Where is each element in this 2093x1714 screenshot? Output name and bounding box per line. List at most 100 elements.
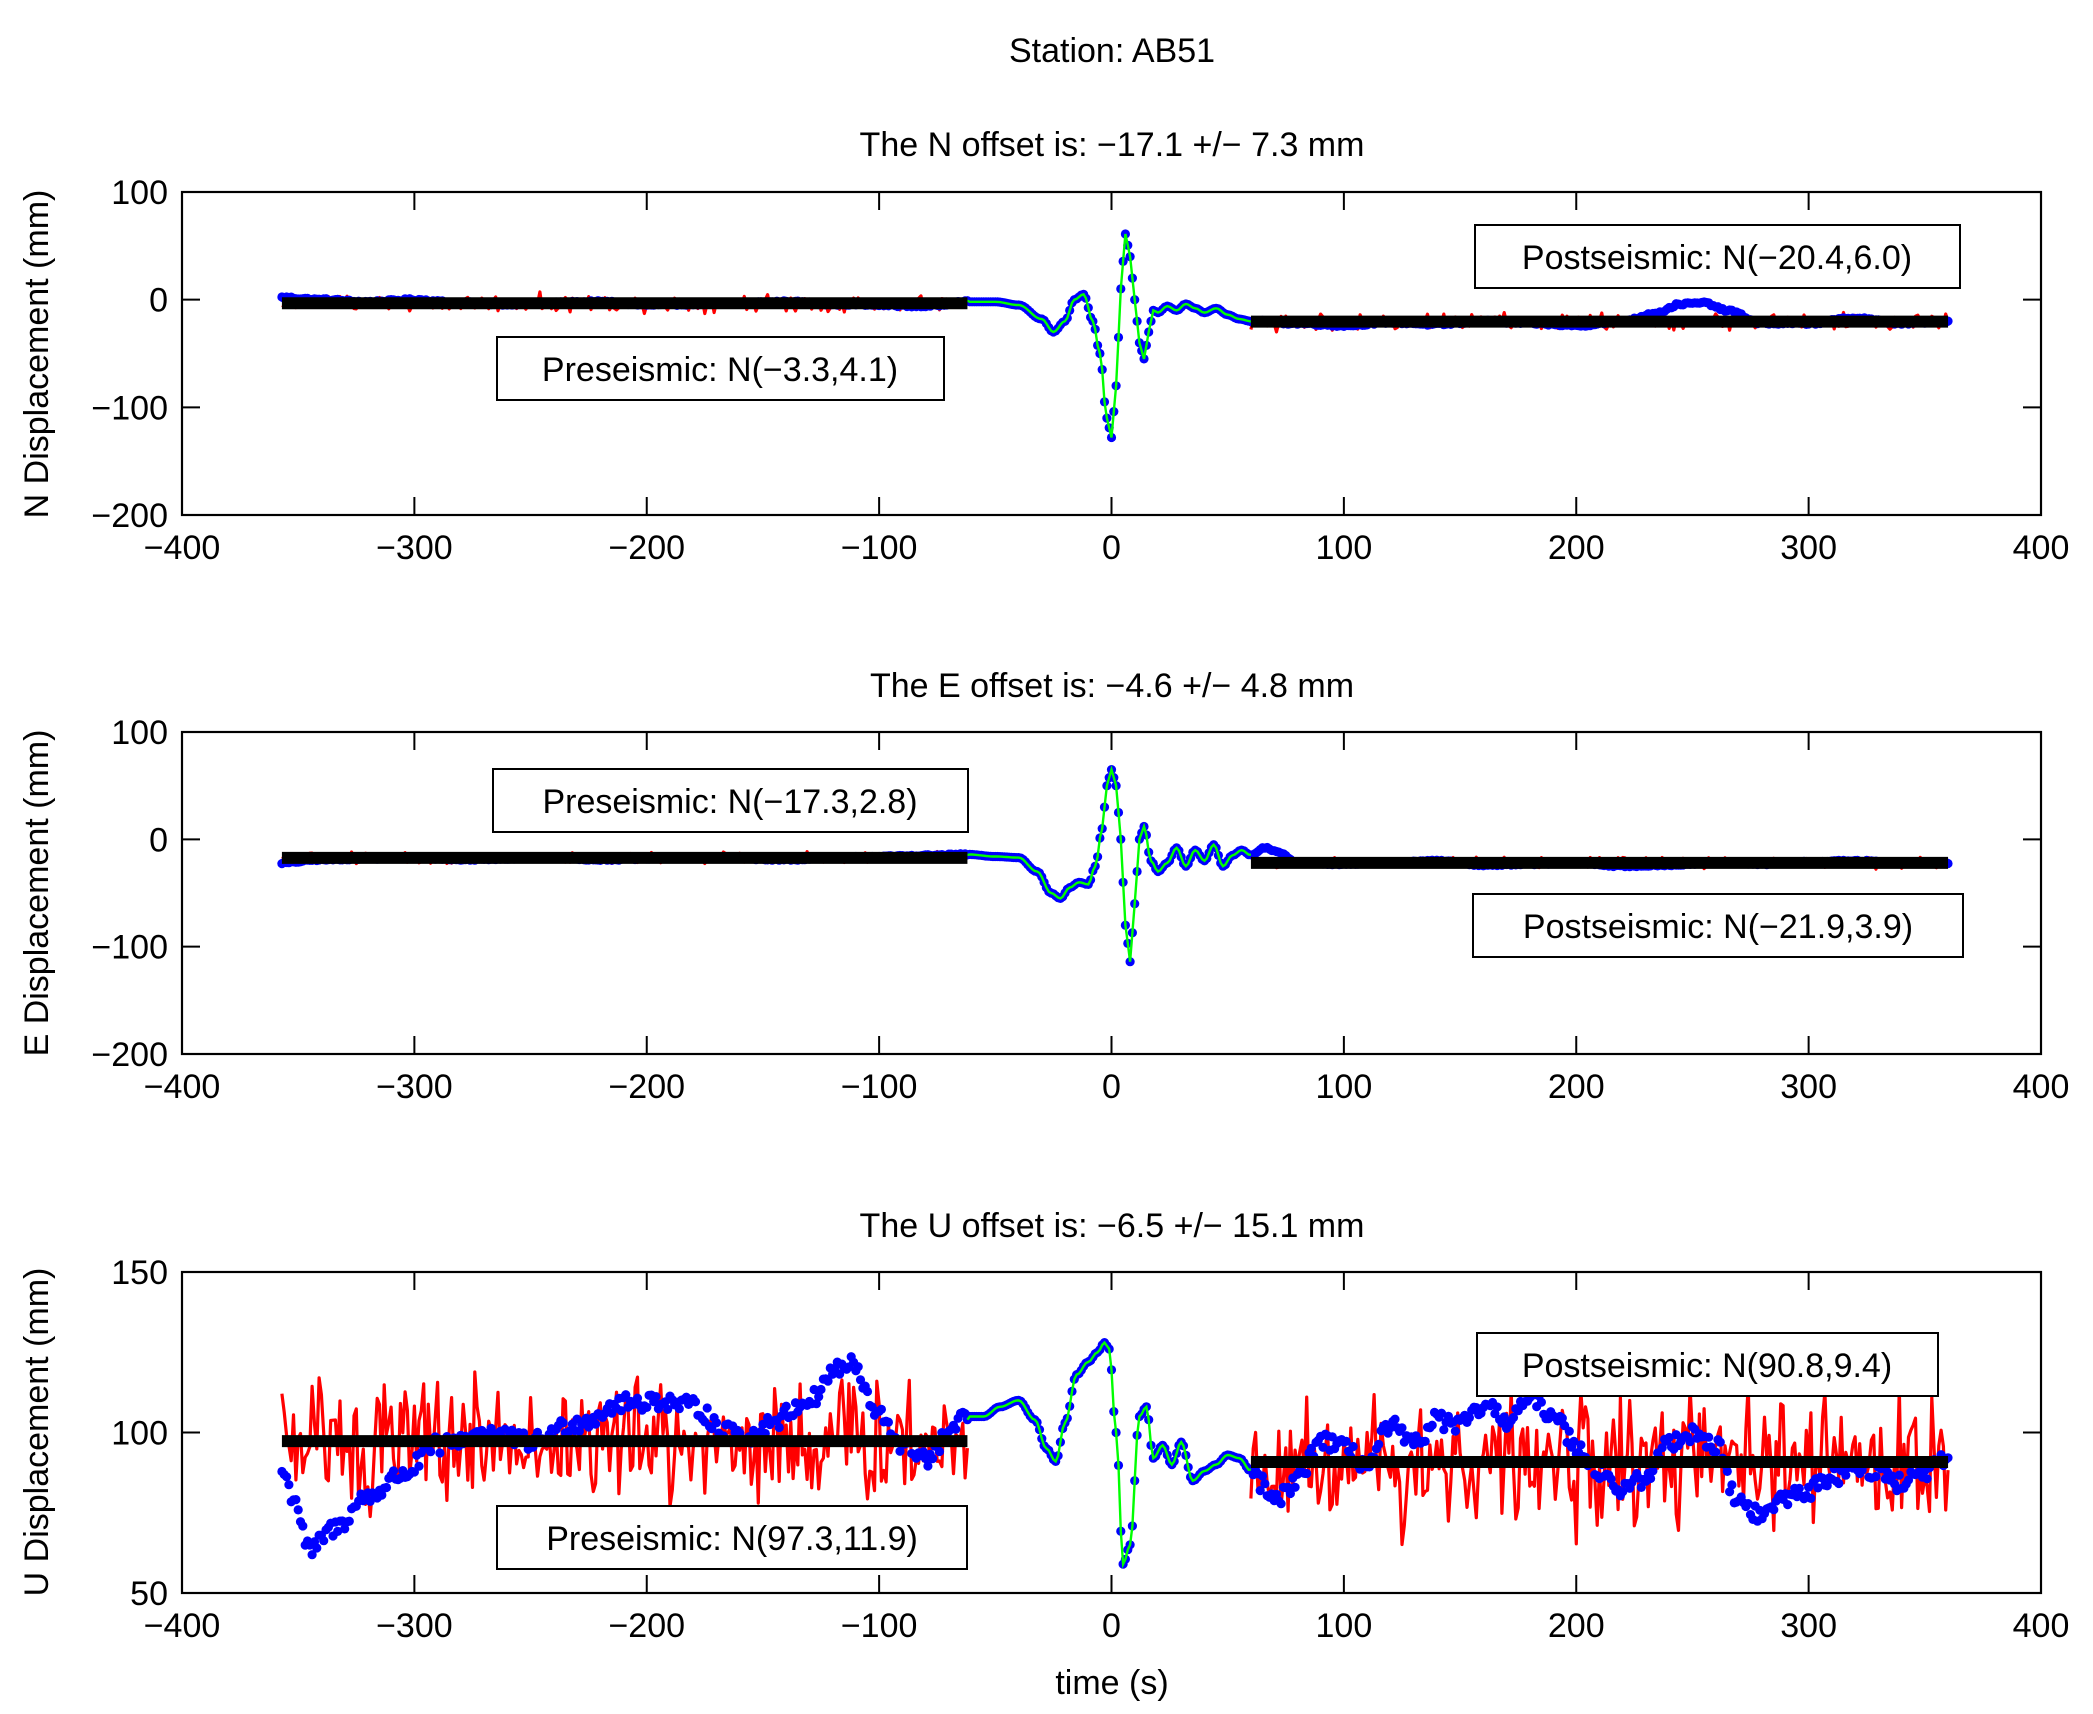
- x-tick-label-u: 0: [1102, 1607, 1121, 1645]
- data-point: [1794, 1483, 1804, 1493]
- data-point: [1769, 1505, 1779, 1515]
- data-point: [923, 1461, 933, 1471]
- data-point: [1341, 1436, 1351, 1446]
- data-point: [1576, 1440, 1586, 1450]
- x-axis-label: time (s): [1055, 1664, 1168, 1702]
- data-point: [774, 1422, 784, 1433]
- data-point: [1722, 1466, 1732, 1476]
- data-point: [1499, 1412, 1509, 1422]
- x-tick-label-e: 0: [1102, 1068, 1121, 1106]
- data-point: [291, 1495, 301, 1505]
- data-point: [663, 1404, 673, 1414]
- data-point: [876, 1404, 887, 1414]
- data-point: [616, 1406, 626, 1416]
- data-point: [1657, 1443, 1667, 1453]
- x-tick-label-n: −100: [841, 529, 918, 567]
- postseismic-box-n: [1474, 224, 1961, 289]
- preseismic-box-u: [496, 1505, 968, 1570]
- data-point: [1348, 1441, 1358, 1452]
- data-point: [1818, 1473, 1828, 1483]
- data-point: [928, 1454, 938, 1464]
- data-point: [1260, 1479, 1270, 1489]
- postseismic-box-e: [1472, 893, 1964, 958]
- panel-n-ylabel: N Displacement (mm): [18, 190, 56, 519]
- data-point: [1646, 1473, 1656, 1484]
- data-point: [862, 1386, 873, 1397]
- data-point: [1834, 1478, 1844, 1489]
- data-point: [632, 1393, 643, 1403]
- panel-e-title: The E offset is: −4.6 +/− 4.8 mm: [870, 667, 1354, 705]
- x-tick-label-u: 300: [1780, 1607, 1837, 1645]
- data-point: [1564, 1426, 1574, 1436]
- data-point: [1255, 1486, 1265, 1496]
- x-tick-label-n: 400: [2013, 529, 2070, 567]
- data-point: [1492, 1402, 1502, 1412]
- data-point: [284, 1480, 294, 1490]
- data-point: [1685, 1437, 1695, 1447]
- data-point: [1450, 1426, 1460, 1436]
- panel-u-title: The U offset is: −6.5 +/− 15.1 mm: [860, 1207, 1365, 1245]
- data-point: [312, 1543, 322, 1553]
- y-tick-label-n: −200: [91, 497, 168, 535]
- data-point: [1887, 1471, 1897, 1481]
- x-tick-label-u: 400: [2013, 1607, 2070, 1645]
- y-tick-label-u: 150: [111, 1254, 168, 1292]
- data-point: [435, 1448, 445, 1458]
- data-point: [823, 1376, 833, 1386]
- data-point: [1922, 1474, 1932, 1484]
- x-tick-label-n: −300: [376, 529, 453, 567]
- data-point: [1327, 1432, 1337, 1442]
- data-point: [895, 1446, 905, 1456]
- data-point: [711, 1418, 722, 1428]
- data-point: [642, 1402, 652, 1412]
- panel-e-ylabel: E Displacement (mm): [18, 730, 56, 1057]
- data-point: [1427, 1420, 1437, 1430]
- data-point: [307, 1550, 317, 1560]
- x-tick-label-e: 300: [1780, 1068, 1837, 1106]
- x-tick-label-u: 200: [1548, 1607, 1605, 1645]
- data-point: [934, 1446, 945, 1457]
- panel-e-plot-area: −400 −300 −200 −100 0 100 200 300 400 −200 −100 0 10…: [91, 714, 2069, 1106]
- panel-u: The U offset is: −6.5 +/− 15.1 mm U Disp…: [18, 1207, 2069, 1645]
- x-tick-label-u: 100: [1316, 1607, 1373, 1645]
- data-point: [1276, 1499, 1286, 1509]
- x-tick-label-e: −300: [376, 1068, 453, 1106]
- data-point: [1841, 1470, 1851, 1480]
- data-point: [1508, 1412, 1519, 1423]
- data-point: [811, 1399, 822, 1409]
- data-point: [1390, 1414, 1400, 1424]
- data-point: [1436, 1408, 1447, 1418]
- data-point: [1727, 1480, 1737, 1490]
- y-tick-label-e: −100: [91, 929, 168, 967]
- data-point: [333, 1526, 343, 1536]
- coseismic-line-u: [966, 1340, 1252, 1569]
- data-point: [1569, 1436, 1579, 1446]
- figure-title: Station: AB51: [1009, 32, 1215, 70]
- x-tick-label-e: −400: [144, 1068, 221, 1106]
- y-tick-label-e: 0: [149, 821, 168, 859]
- panel-u-ylabel: U Displacement (mm): [18, 1268, 56, 1597]
- y-tick-label-e: −200: [91, 1036, 168, 1074]
- data-point: [1420, 1436, 1430, 1446]
- data-point: [816, 1384, 826, 1395]
- y-tick-label-n: −100: [91, 389, 168, 427]
- data-point: [381, 1482, 392, 1493]
- data-point: [1618, 1487, 1628, 1497]
- data-point: [809, 1384, 819, 1395]
- x-tick-label-e: 400: [2013, 1068, 2070, 1106]
- data-point: [319, 1536, 329, 1546]
- data-point: [591, 1419, 601, 1429]
- data-point: [1648, 1466, 1658, 1476]
- data-point: [282, 1472, 292, 1482]
- x-tick-label-n: 300: [1780, 529, 1837, 567]
- data-point: [1290, 1482, 1300, 1492]
- data-point: [651, 1392, 661, 1402]
- preseismic-box-n: [496, 336, 945, 401]
- y-tick-label-n: 0: [149, 282, 168, 320]
- data-point: [690, 1397, 701, 1407]
- data-point: [1257, 1471, 1268, 1481]
- data-point: [340, 1524, 350, 1534]
- panel-u-plot-area: −400 −300 −200 −100 0 100 200 300 400 50 100 150: [111, 1254, 2069, 1645]
- data-point: [781, 1401, 791, 1411]
- preseismic-label-n: Preseismic: N(−3.3,4.1): [542, 351, 898, 389]
